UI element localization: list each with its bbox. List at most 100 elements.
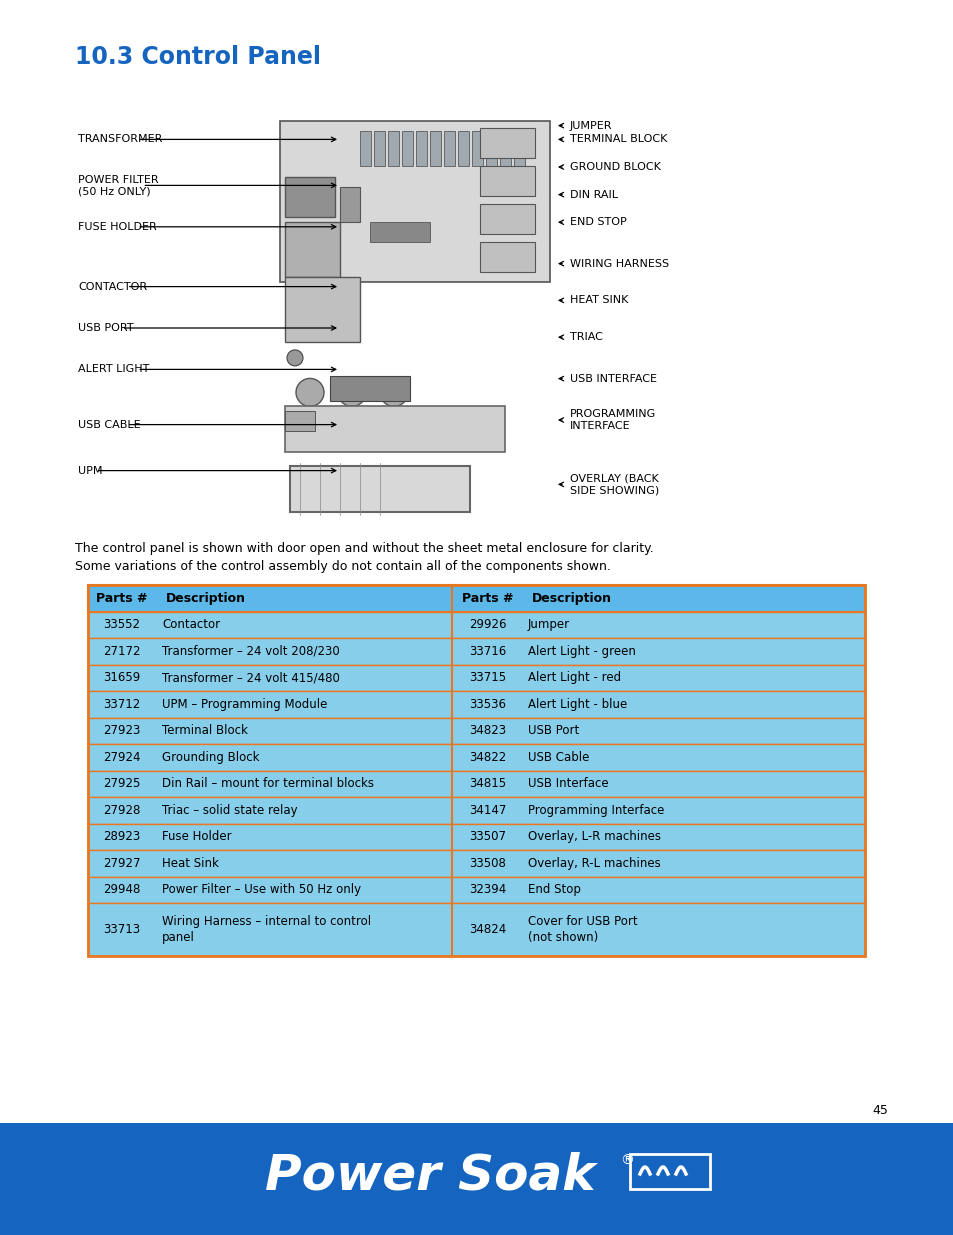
- Text: USB CABLE: USB CABLE: [78, 420, 140, 430]
- Text: 29926: 29926: [469, 619, 506, 631]
- Bar: [280, 121, 550, 282]
- Bar: [285, 177, 335, 217]
- Text: PROGRAMMING
INTERFACE: PROGRAMMING INTERFACE: [569, 409, 656, 431]
- Bar: [479, 128, 535, 158]
- Bar: [479, 165, 535, 196]
- Text: Jumper: Jumper: [527, 619, 570, 631]
- Text: 33712: 33712: [103, 698, 140, 711]
- Bar: [629, 1153, 709, 1189]
- Text: 33508: 33508: [469, 857, 506, 869]
- Text: FUSE HOLDER: FUSE HOLDER: [78, 222, 156, 232]
- Bar: [88, 903, 864, 956]
- Text: OVERLAY (BACK
SIDE SHOWING): OVERLAY (BACK SIDE SHOWING): [569, 473, 659, 495]
- Text: Din Rail – mount for terminal blocks: Din Rail – mount for terminal blocks: [162, 777, 374, 790]
- Circle shape: [295, 378, 324, 406]
- Bar: [514, 131, 524, 165]
- Text: HEAT SINK: HEAT SINK: [569, 295, 628, 305]
- Bar: [285, 222, 339, 277]
- Text: 28923: 28923: [103, 830, 140, 844]
- Text: 27925: 27925: [103, 777, 140, 790]
- Text: JUMPER: JUMPER: [569, 121, 612, 131]
- Text: Parts #: Parts #: [462, 592, 514, 605]
- Text: 34824: 34824: [469, 923, 506, 936]
- Text: Description: Description: [166, 592, 246, 605]
- Bar: [88, 743, 864, 771]
- Text: TRANSFORMER: TRANSFORMER: [78, 135, 162, 144]
- Text: Alert Light - blue: Alert Light - blue: [527, 698, 626, 711]
- Bar: [0, 1123, 953, 1235]
- Bar: [285, 406, 504, 452]
- Text: 33507: 33507: [469, 830, 506, 844]
- Bar: [479, 204, 535, 233]
- Text: USB Interface: USB Interface: [527, 777, 608, 790]
- Text: 33536: 33536: [469, 698, 506, 711]
- Text: 31659: 31659: [103, 672, 140, 684]
- Bar: [88, 850, 864, 877]
- Bar: [339, 186, 359, 222]
- Bar: [499, 131, 511, 165]
- Text: 29948: 29948: [103, 883, 140, 897]
- Bar: [88, 771, 864, 797]
- Text: Transformer – 24 volt 208/230: Transformer – 24 volt 208/230: [162, 645, 339, 658]
- Text: Fuse Holder: Fuse Holder: [162, 830, 232, 844]
- Text: 27923: 27923: [103, 724, 140, 737]
- Circle shape: [379, 378, 408, 406]
- Text: 33715: 33715: [469, 672, 506, 684]
- Bar: [374, 131, 385, 165]
- Text: 33716: 33716: [469, 645, 506, 658]
- Bar: [457, 131, 469, 165]
- Text: USB Port: USB Port: [527, 724, 578, 737]
- Text: UPM – Programming Module: UPM – Programming Module: [162, 698, 327, 711]
- Bar: [388, 131, 398, 165]
- Bar: [88, 877, 864, 903]
- Bar: [88, 797, 864, 824]
- Bar: [330, 377, 410, 401]
- Text: 10.3 Control Panel: 10.3 Control Panel: [75, 44, 320, 69]
- Text: Alert Light - green: Alert Light - green: [527, 645, 636, 658]
- Text: 34823: 34823: [469, 724, 506, 737]
- Bar: [370, 222, 430, 242]
- Bar: [88, 664, 864, 692]
- Text: Programming Interface: Programming Interface: [527, 804, 663, 816]
- Text: 27172: 27172: [103, 645, 141, 658]
- Text: 27928: 27928: [103, 804, 140, 816]
- Bar: [88, 692, 864, 718]
- Text: ALERT LIGHT: ALERT LIGHT: [78, 364, 150, 374]
- Circle shape: [287, 350, 303, 366]
- Text: 33552: 33552: [103, 619, 140, 631]
- Text: 27924: 27924: [103, 751, 141, 763]
- Bar: [285, 411, 314, 431]
- Bar: [443, 131, 455, 165]
- Text: Heat Sink: Heat Sink: [162, 857, 218, 869]
- Bar: [88, 611, 864, 638]
- Text: Wiring Harness – internal to control
panel: Wiring Harness – internal to control pan…: [162, 915, 371, 944]
- Text: Cover for USB Port
(not shown): Cover for USB Port (not shown): [527, 915, 637, 944]
- Bar: [290, 466, 470, 513]
- Text: POWER FILTER
(50 Hz ONLY): POWER FILTER (50 Hz ONLY): [78, 174, 158, 196]
- Bar: [88, 638, 864, 664]
- Bar: [88, 585, 864, 956]
- Text: Triac – solid state relay: Triac – solid state relay: [162, 804, 297, 816]
- Text: 27927: 27927: [103, 857, 141, 869]
- Bar: [285, 278, 359, 342]
- Bar: [416, 131, 427, 165]
- Text: Overlay, R-L machines: Overlay, R-L machines: [527, 857, 660, 869]
- Text: ®: ®: [619, 1153, 633, 1168]
- Bar: [88, 718, 864, 743]
- Text: Grounding Block: Grounding Block: [162, 751, 259, 763]
- Bar: [485, 131, 497, 165]
- Text: 32394: 32394: [469, 883, 506, 897]
- Text: END STOP: END STOP: [569, 217, 626, 227]
- Text: TRIAC: TRIAC: [569, 332, 602, 342]
- Bar: [479, 242, 535, 272]
- Text: USB Cable: USB Cable: [527, 751, 589, 763]
- Text: Power Filter – Use with 50 Hz only: Power Filter – Use with 50 Hz only: [162, 883, 361, 897]
- Text: Power Soak: Power Soak: [265, 1151, 595, 1199]
- Text: 34822: 34822: [469, 751, 506, 763]
- Bar: [359, 131, 371, 165]
- Text: 45: 45: [871, 1104, 887, 1116]
- Circle shape: [337, 378, 366, 406]
- Text: The control panel is shown with door open and without the sheet metal enclosure : The control panel is shown with door ope…: [75, 542, 653, 573]
- Text: 33713: 33713: [103, 923, 140, 936]
- Text: GROUND BLOCK: GROUND BLOCK: [569, 162, 660, 172]
